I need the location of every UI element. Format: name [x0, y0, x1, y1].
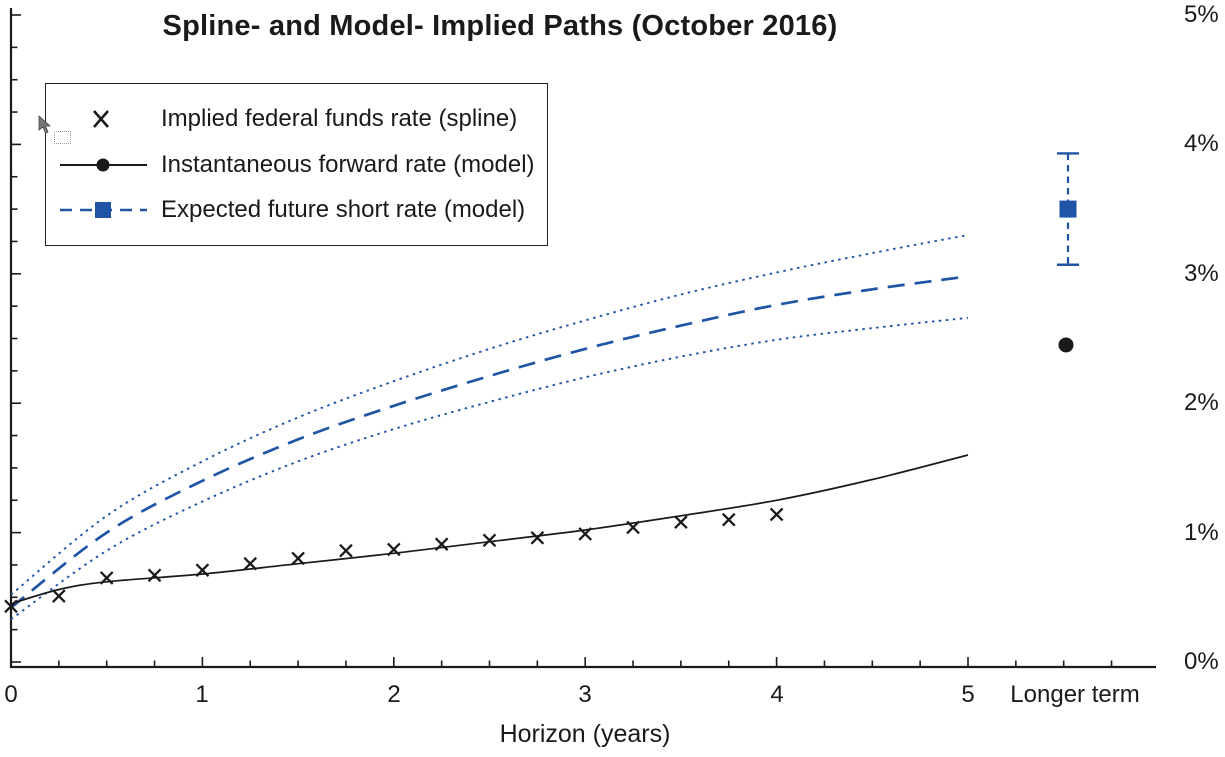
spline-x-marker [195, 563, 210, 577]
x-tick-label-3: 3 [578, 681, 592, 708]
x-tick-label-5: 5 [961, 681, 975, 708]
spline-x-marker [99, 571, 114, 585]
legend-label-expected: Expected future short rate (model) [161, 196, 526, 224]
forward-rate-path [10, 454, 969, 605]
legend-item-forward: Instantaneous forward rate (model) [56, 150, 537, 180]
selection-rect-artifact [54, 131, 71, 144]
y-tick-label-3pct: 3% [1184, 260, 1219, 287]
y-tick-label-5pct: 5% [1184, 1, 1219, 28]
x-tick-label-0: 0 [4, 681, 18, 708]
legend-item-expected: Expected future short rate (model) [56, 195, 537, 225]
spline-x-marker [769, 507, 784, 522]
y-tick-label-1pct: 1% [1184, 519, 1219, 546]
spline-x-marker [482, 533, 497, 548]
x-tick-label-1: 1 [195, 681, 209, 708]
y-tick-label-2pct: 2% [1184, 389, 1219, 416]
dashed-square-marker-icon [60, 202, 147, 219]
x-tick-label-2: 2 [387, 681, 401, 708]
expected-short-rate-path [10, 275, 969, 609]
longer-term-label: Longer term [1010, 681, 1140, 708]
y-tick-label-4pct: 4% [1184, 130, 1219, 157]
x-tick-label-4: 4 [770, 681, 784, 708]
longer-term-dot-marker [1058, 337, 1074, 353]
legend-item-spline: Implied federal funds rate (spline) [56, 104, 537, 134]
spline-x-marker [386, 542, 401, 557]
spline-x-marker [4, 599, 18, 614]
spline-x-marker [530, 530, 545, 545]
legend-box: Implied federal funds rate (spline) Inst… [45, 83, 548, 246]
line-circle-marker-icon [60, 158, 147, 171]
spline-x-marker [434, 537, 449, 552]
spline-x-marker [578, 527, 593, 541]
spline-x-marker [721, 512, 736, 527]
y-tick-label-0pct: 0% [1184, 648, 1219, 675]
lower-confidence-band-path [10, 316, 969, 621]
spline-x-marker [674, 515, 688, 530]
longer-term-square-marker [1059, 200, 1077, 218]
legend-label-forward: Instantaneous forward rate (model) [161, 150, 535, 178]
spline-x-marker [626, 520, 640, 535]
spline-x-marker [147, 568, 162, 583]
spline-x-marker [339, 543, 353, 558]
spline-x-marker [52, 589, 66, 603]
x-marker-icon [93, 109, 109, 128]
mouse-cursor-icon [38, 115, 52, 134]
spline-x-marker [243, 556, 258, 571]
chart-title: Spline- and Model- Implied Paths (Octobe… [162, 10, 838, 42]
spline-x-marker [291, 551, 305, 566]
x-axis-title: Horizon (years) [499, 720, 671, 748]
legend-label-spline: Implied federal funds rate (spline) [161, 104, 518, 132]
